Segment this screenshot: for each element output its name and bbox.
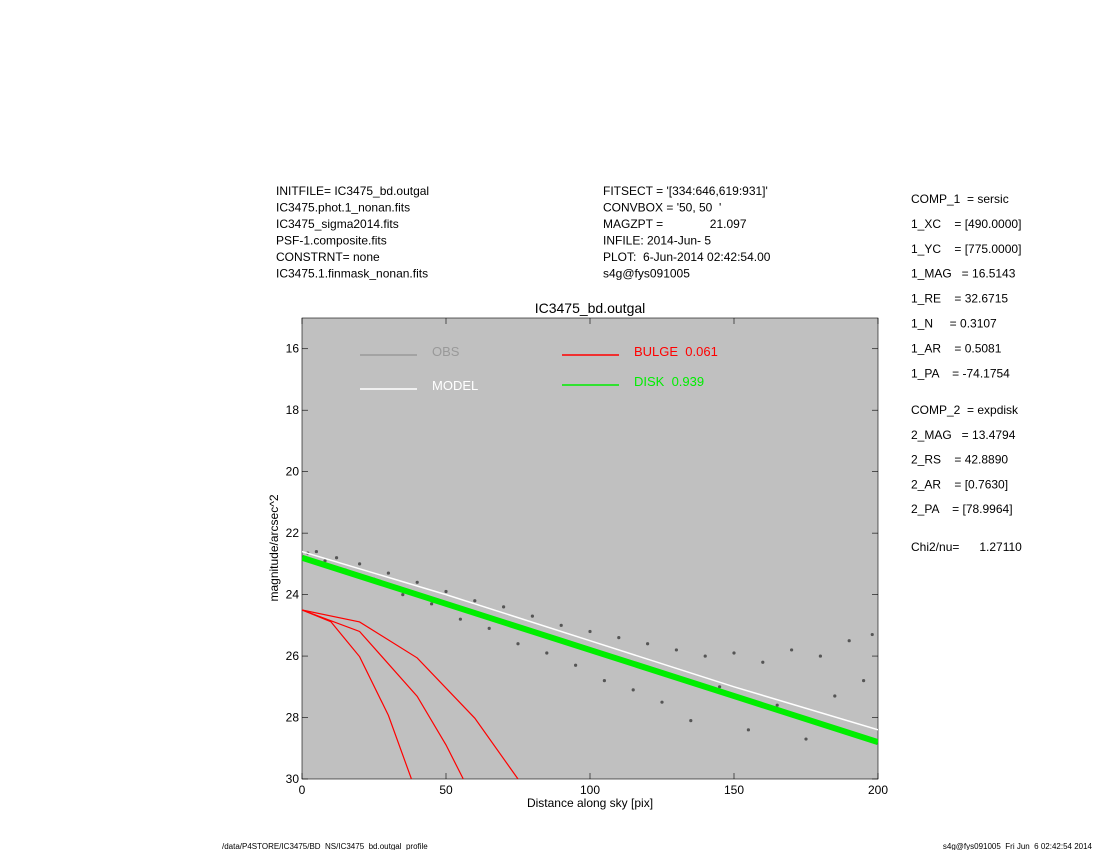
header-text: MAGZPT = 21.097 <box>603 217 747 231</box>
fit-param: COMP_1 = sersic <box>911 192 1009 206</box>
fit-param: COMP_2 = expdisk <box>911 403 1019 417</box>
data-point <box>473 599 477 603</box>
fit-param: 2_AR = [0.7630] <box>911 477 1008 491</box>
x-tick-label: 100 <box>580 783 600 797</box>
x-tick-label: 200 <box>868 783 888 797</box>
data-line <box>302 550 878 731</box>
x-axis-label: Distance along sky [pix] <box>527 796 653 810</box>
data-point <box>790 648 794 652</box>
plot-area <box>301 317 879 780</box>
header-text: PLOT: 6-Jun-2014 02:42:54.00 <box>603 250 771 264</box>
legend-label: MODEL <box>432 378 478 393</box>
data-point <box>334 556 339 560</box>
y-axis-label: magnitude/arcsec^2 <box>267 494 281 601</box>
header-text: IC3475.1.finmask_nonan.fits <box>276 267 428 281</box>
data-point <box>588 629 592 634</box>
fit-param: 2_PA = [78.9964] <box>911 502 1013 516</box>
data-point <box>516 642 520 646</box>
header-text: INFILE: 2014-Jun- 5 <box>603 234 711 248</box>
data-point <box>444 589 448 594</box>
y-tick-label: 16 <box>286 342 300 356</box>
fit-param: 1_YC = [775.0000] <box>911 242 1021 256</box>
data-point <box>646 642 650 646</box>
data-point <box>617 636 621 640</box>
data-point <box>458 617 462 621</box>
data-point <box>689 719 693 723</box>
data-line <box>302 609 519 779</box>
fit-param: 1_N = 0.3107 <box>911 317 997 331</box>
data-point <box>847 639 851 643</box>
data-point <box>761 660 765 664</box>
legend-label: DISK 0.939 <box>634 374 704 389</box>
data-point <box>415 580 419 584</box>
data-point <box>732 651 736 655</box>
data-point <box>401 593 405 597</box>
fit-param: 2_MAG = 13.4794 <box>911 428 1016 442</box>
y-tick-label: 18 <box>286 403 300 417</box>
data-point <box>545 651 549 655</box>
y-tick-label: 28 <box>286 711 300 725</box>
data-point <box>703 654 707 658</box>
x-tick-label: 150 <box>724 783 744 797</box>
data-point <box>631 688 635 692</box>
data-line <box>302 554 878 745</box>
header-text: IC3475.phot.1_nonan.fits <box>276 201 410 215</box>
data-point <box>804 737 808 741</box>
data-point <box>323 559 327 563</box>
data-point <box>775 703 779 707</box>
x-tick-label: 50 <box>439 783 453 797</box>
data-line <box>302 609 464 779</box>
header-text: FITSECT = '[334:646,619:931]' <box>603 184 768 198</box>
fit-param: Chi2/nu= 1.27110 <box>911 540 1022 554</box>
data-point <box>862 679 866 683</box>
data-point <box>559 623 563 627</box>
fit-param: 1_RE = 32.6715 <box>911 292 1008 306</box>
y-tick-label: 30 <box>286 772 300 786</box>
fit-param: 1_MAG = 16.5143 <box>911 267 1016 281</box>
fit-param: 1_PA = -74.1754 <box>911 366 1010 380</box>
data-point <box>530 614 535 618</box>
fit-param: 2_RS = 42.8890 <box>911 453 1008 467</box>
legend-label: OBS <box>432 344 460 359</box>
header-text: CONSTRNT= none <box>276 250 380 264</box>
header-text: CONVBOX = '50, 50 ' <box>603 201 721 215</box>
data-point <box>870 632 874 637</box>
fit-param: 1_AR = 0.5081 <box>911 341 1002 355</box>
data-point <box>746 728 751 732</box>
data-point <box>358 562 362 566</box>
chart-title: IC3475_bd.outgal <box>535 300 646 316</box>
data-point <box>502 605 506 609</box>
header-text: PSF-1.composite.fits <box>276 234 387 248</box>
y-tick-label: 26 <box>286 649 300 663</box>
data-point <box>314 549 318 554</box>
header-text: INITFILE= IC3475_bd.outgal <box>276 184 429 198</box>
data-point <box>818 654 823 658</box>
data-point <box>430 602 434 606</box>
fit-param: 1_XC = [490.0000] <box>911 217 1021 231</box>
footer-right: s4g@fys091005 Fri Jun 6 02:42:54 2014 <box>943 842 1093 850</box>
header-text: s4g@fys091005 <box>603 267 690 281</box>
header-text: IC3475_sigma2014.fits <box>276 217 399 231</box>
y-tick-label: 20 <box>286 465 300 479</box>
y-tick-label: 22 <box>286 526 300 540</box>
data-point <box>674 648 679 652</box>
data-point <box>386 571 390 575</box>
footer-left: /data/P4STORE/IC3475/BD_NS/IC3475_bd.out… <box>222 842 428 850</box>
data-point <box>718 685 722 689</box>
data-point <box>574 663 578 667</box>
data-point <box>602 679 607 683</box>
data-point <box>833 694 837 698</box>
data-point <box>660 700 664 704</box>
x-tick-label: 0 <box>299 783 306 797</box>
y-tick-label: 24 <box>286 588 300 602</box>
legend-label: BULGE 0.061 <box>634 344 718 359</box>
data-point <box>487 626 491 631</box>
